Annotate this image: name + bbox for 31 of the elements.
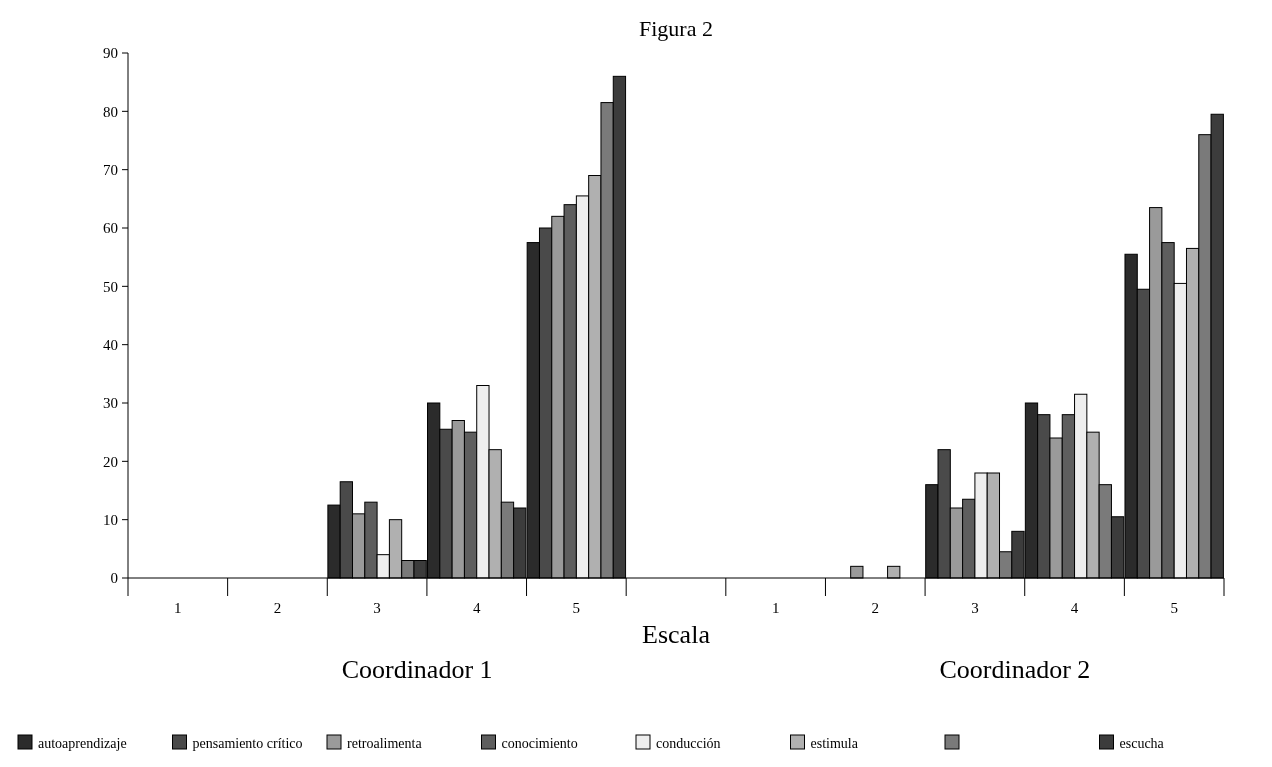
x-tick-label: 4 — [1070, 600, 1079, 616]
legend-label: escucha — [1119, 735, 1165, 751]
y-tick-label: 90 — [103, 45, 118, 62]
y-tick-label: 60 — [103, 220, 118, 237]
x-tick-label: 3 — [971, 600, 979, 616]
x-tick-label: 1 — [174, 600, 182, 616]
text: Coordinador 2 — [939, 655, 1091, 684]
legend-label: conocimiento — [501, 735, 578, 751]
y-tick-label: 0 — [110, 570, 118, 587]
y-tick-label: 30 — [103, 395, 118, 412]
y-tick-label: 40 — [103, 336, 118, 353]
text: Coordinador 1 — [341, 655, 493, 684]
legend-label: conducción — [656, 735, 721, 751]
x-tick-label: 4 — [472, 600, 481, 616]
y-tick-label: 80 — [103, 103, 118, 120]
x-axis-title: Escala — [642, 620, 711, 649]
x-tick-label: 2 — [273, 600, 282, 616]
x-tick-label: 3 — [373, 600, 381, 616]
legend-label: estimula — [810, 735, 859, 751]
x-tick-label: 5 — [572, 600, 581, 616]
legend-label: autoaprendizaje — [38, 735, 127, 751]
y-tick-label: 70 — [103, 161, 118, 178]
y-tick-label: 20 — [103, 453, 118, 470]
y-tick-label: 50 — [103, 278, 118, 295]
x-tick-label: 1 — [771, 600, 780, 616]
legend-label: retroalimenta — [347, 735, 423, 751]
x-tick-label: 5 — [1170, 600, 1178, 616]
x-tick-label: 2 — [871, 600, 880, 616]
legend-label: pensamiento crítico — [192, 735, 303, 751]
y-tick-label: 10 — [103, 511, 118, 528]
chart-title: Figura 2 — [639, 16, 713, 41]
